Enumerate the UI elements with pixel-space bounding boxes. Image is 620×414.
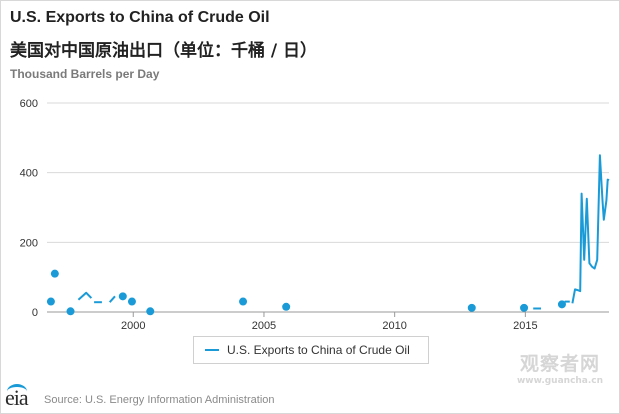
y-tick-label: 400 bbox=[20, 168, 38, 180]
watermark: 观察者网 www.guancha.cn bbox=[505, 349, 615, 386]
data-point bbox=[50, 269, 59, 278]
watermark-url: www.guancha.cn bbox=[516, 376, 604, 386]
series-line-segment bbox=[571, 154, 610, 304]
data-point bbox=[239, 297, 248, 306]
legend-swatch bbox=[205, 349, 219, 351]
data-point bbox=[146, 307, 155, 316]
data-point bbox=[282, 302, 291, 311]
data-point bbox=[46, 297, 55, 306]
chart-title: U.S. Exports to China of Crude Oil bbox=[10, 9, 270, 26]
data-point bbox=[127, 297, 136, 306]
x-tick-label: 2010 bbox=[382, 320, 406, 332]
source-note: Source: U.S. Energy Information Administ… bbox=[44, 394, 275, 406]
eia-logo-arc bbox=[7, 384, 27, 399]
data-point bbox=[520, 303, 529, 312]
chart-title-chinese: 美国对中国原油出口（单位：千桶 / 日） bbox=[10, 41, 318, 61]
legend: U.S. Exports to China of Crude Oil bbox=[193, 336, 429, 364]
y-axis-units-label: Thousand Barrels per Day bbox=[10, 67, 160, 81]
y-tick-label: 200 bbox=[20, 237, 38, 249]
x-tick-label: 2000 bbox=[121, 320, 145, 332]
data-point bbox=[66, 307, 75, 316]
series-line-segment bbox=[108, 295, 116, 303]
y-tick-label: 600 bbox=[20, 98, 38, 110]
series-line-segment bbox=[77, 291, 93, 301]
y-tick-label: 0 bbox=[32, 307, 38, 319]
data-point bbox=[467, 303, 476, 312]
x-tick-label: 2015 bbox=[513, 320, 537, 332]
x-tick-label: 2005 bbox=[252, 320, 276, 332]
eia-logo: eia bbox=[5, 385, 29, 410]
data-point bbox=[557, 300, 566, 309]
data-point bbox=[118, 292, 127, 301]
legend-label: U.S. Exports to China of Crude Oil bbox=[227, 343, 410, 357]
watermark-text: 观察者网 bbox=[519, 353, 600, 375]
